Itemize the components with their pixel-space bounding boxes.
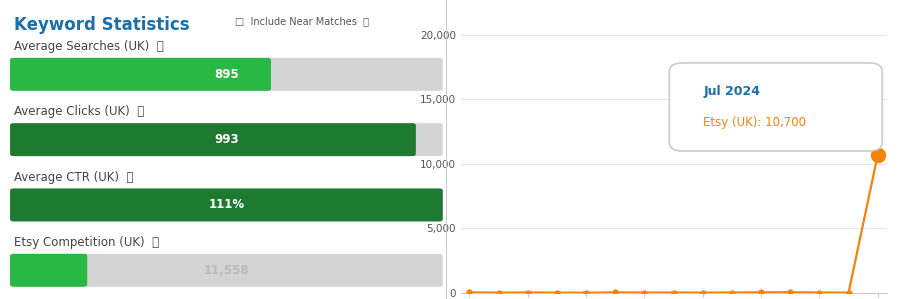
FancyBboxPatch shape: [10, 188, 443, 222]
Text: 993: 993: [214, 133, 238, 146]
FancyBboxPatch shape: [10, 58, 443, 91]
Text: Jul 2024: Jul 2024: [704, 85, 760, 98]
Text: Average Searches (UK)  ⓘ: Average Searches (UK) ⓘ: [14, 40, 163, 53]
Text: 895: 895: [214, 68, 238, 81]
Text: 11,558: 11,558: [203, 264, 249, 277]
Text: Average CTR (UK)  ⓘ: Average CTR (UK) ⓘ: [14, 171, 133, 184]
Text: Keyword Statistics: Keyword Statistics: [14, 16, 189, 34]
FancyBboxPatch shape: [10, 188, 443, 222]
FancyBboxPatch shape: [10, 254, 443, 287]
FancyBboxPatch shape: [10, 58, 271, 91]
Text: Etsy Competition (UK)  ⓘ: Etsy Competition (UK) ⓘ: [14, 236, 158, 249]
FancyBboxPatch shape: [10, 123, 443, 156]
Text: □  Include Near Matches  ⓘ: □ Include Near Matches ⓘ: [235, 16, 369, 26]
FancyBboxPatch shape: [670, 63, 882, 151]
Text: 111%: 111%: [209, 199, 245, 211]
FancyBboxPatch shape: [10, 254, 87, 287]
FancyBboxPatch shape: [10, 123, 416, 156]
Text: Average Clicks (UK)  ⓘ: Average Clicks (UK) ⓘ: [14, 105, 144, 118]
Text: Etsy (UK): 10,700: Etsy (UK): 10,700: [704, 116, 806, 129]
